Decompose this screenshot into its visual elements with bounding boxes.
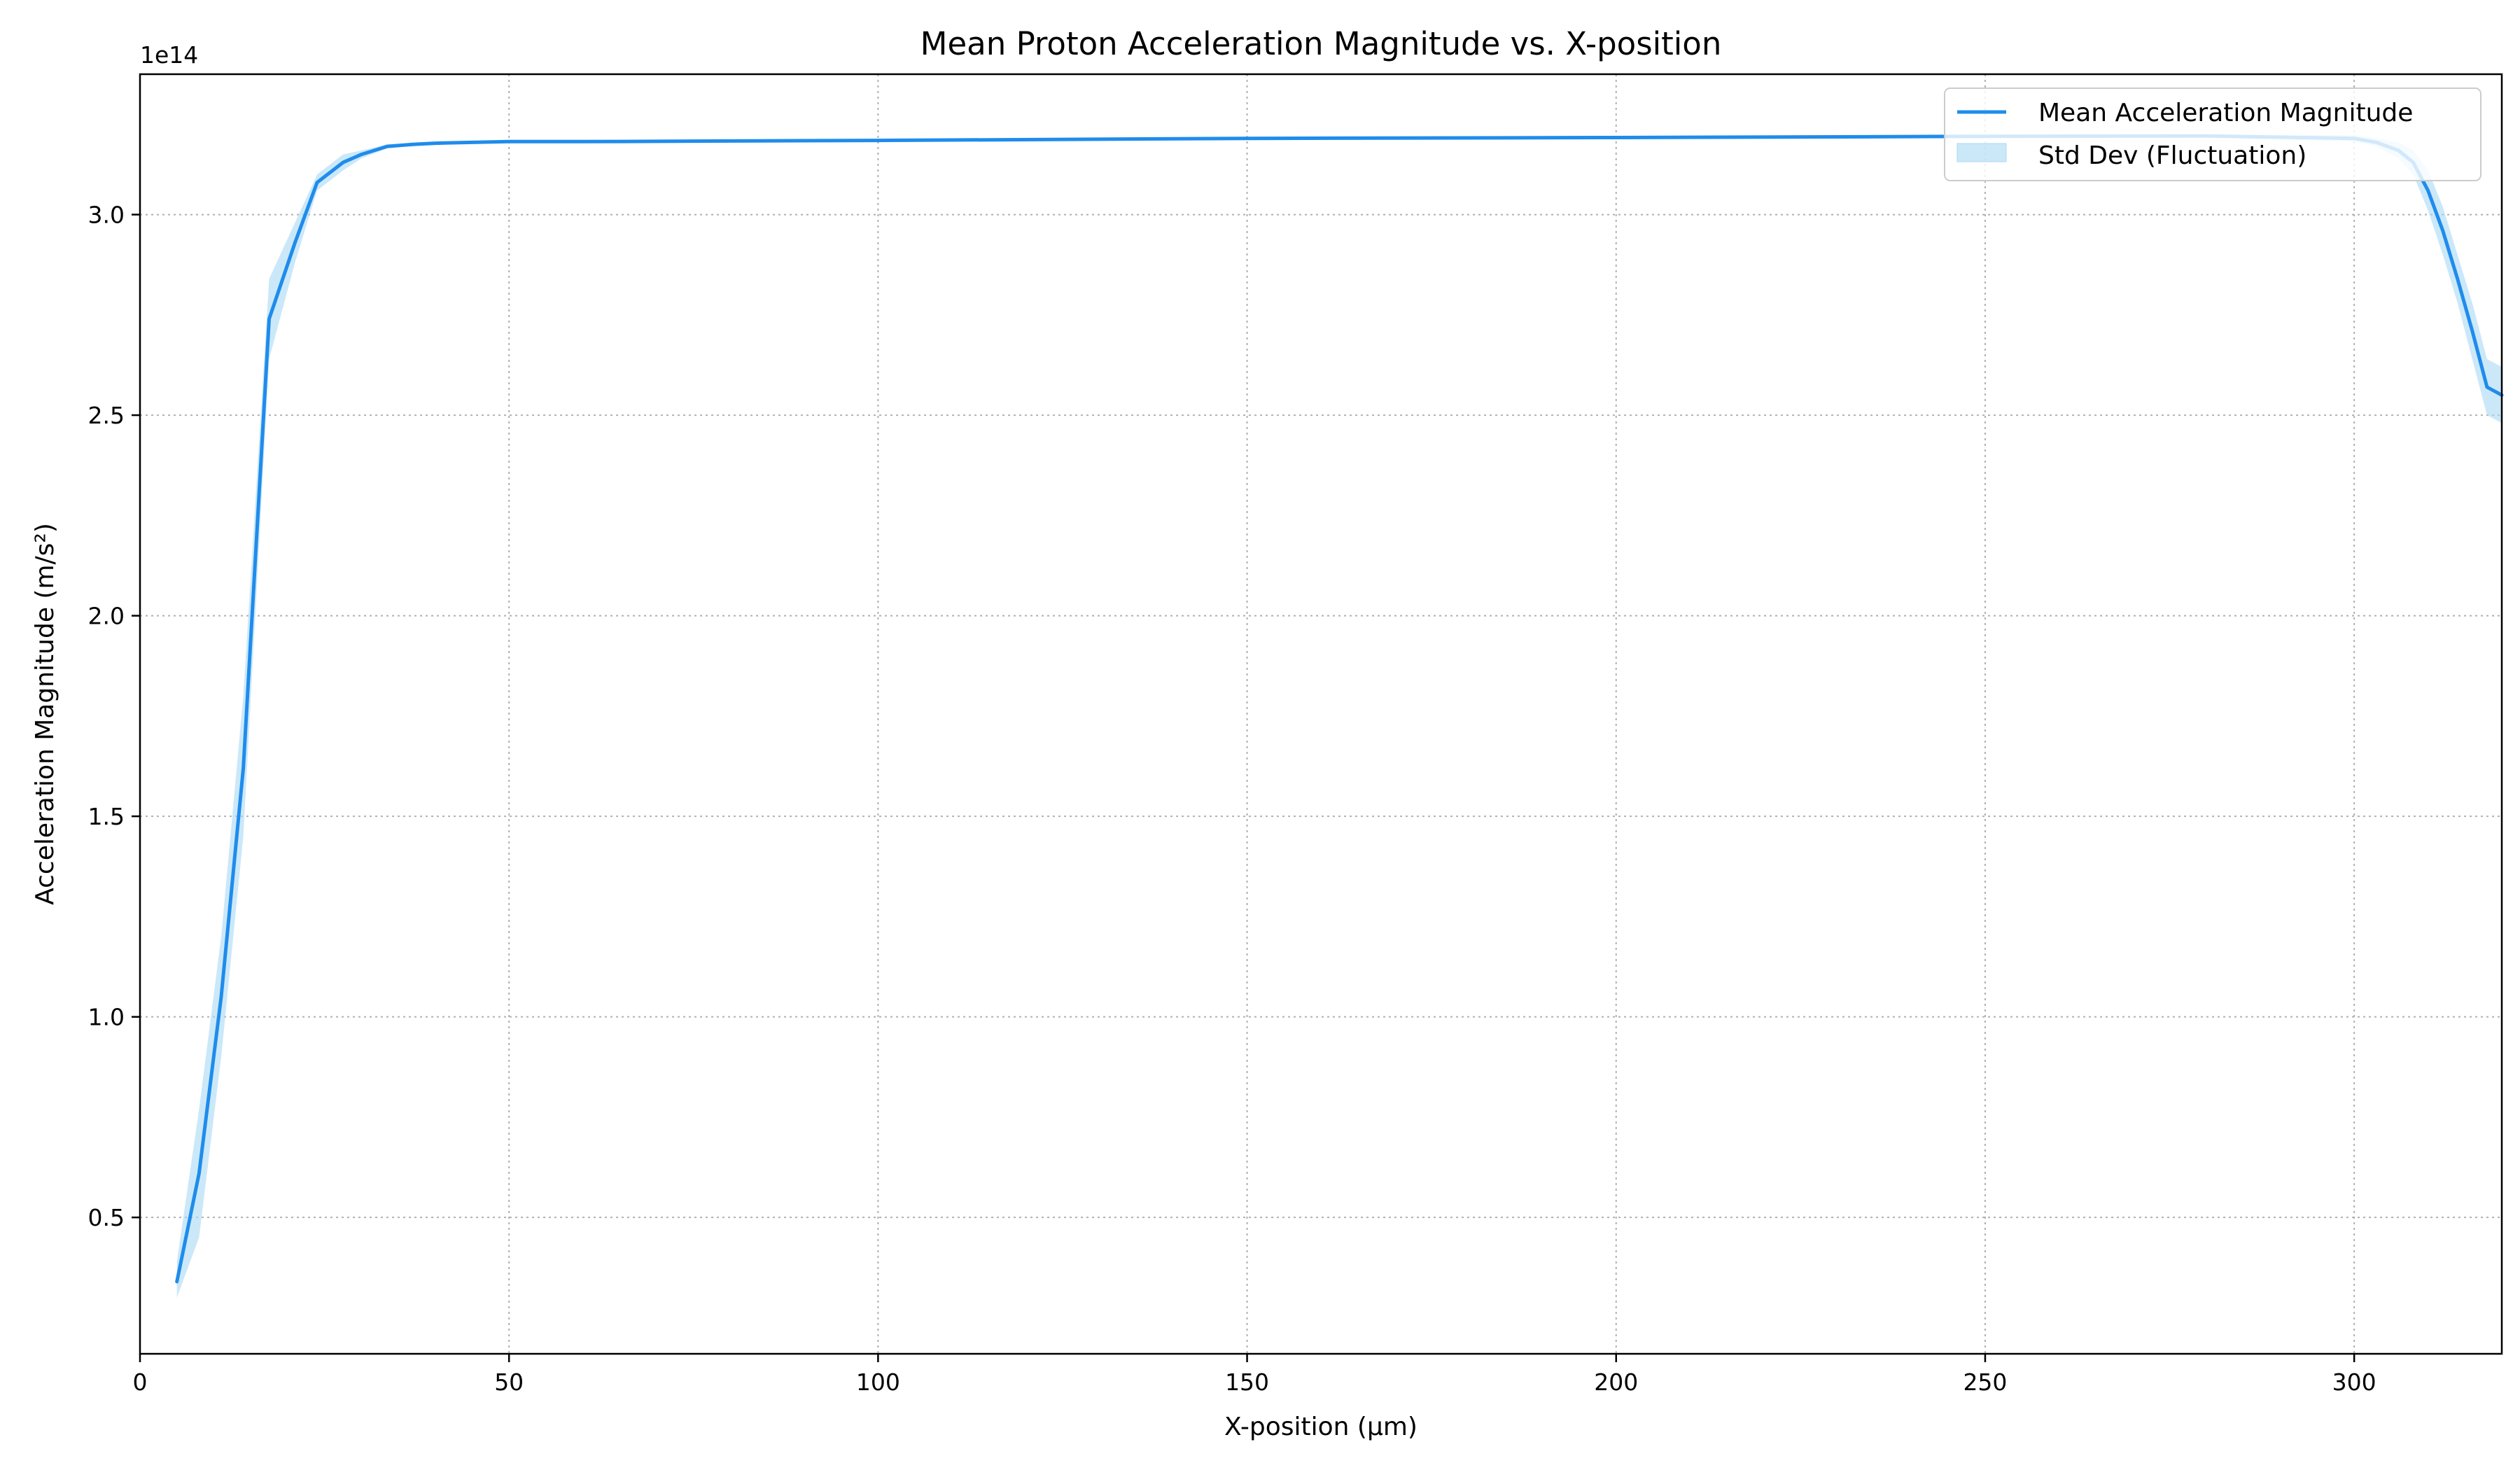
y-tick-label: 0.5 (88, 1204, 125, 1231)
legend-label-mean: Mean Acceleration Magnitude (2038, 99, 2413, 127)
mean-acceleration-line (175, 134, 2504, 1284)
y-axis-ticks: 0.5 1.0 1.5 2.0 2.5 3.0 (88, 202, 140, 1231)
y-tick-label: 2.0 (88, 603, 125, 630)
plot-frame (139, 73, 2503, 1355)
std-dev-band (176, 134, 2502, 1298)
y-axis-title: Acceleration Magnitude (m/s²) (31, 523, 59, 905)
legend-band-swatch (1956, 143, 2007, 162)
x-tick-label: 0 (133, 1368, 148, 1396)
y-tick-label: 2.5 (88, 402, 125, 429)
x-tick-label: 300 (2332, 1368, 2376, 1396)
y-tick-label: 3.0 (88, 202, 125, 229)
y-tick-label: 1.5 (88, 803, 125, 830)
x-tick-label: 200 (1594, 1368, 1638, 1396)
x-axis-ticks: 0 50 100 150 200 250 300 (133, 1354, 2376, 1396)
y-axis-offset-label: 1e14 (140, 41, 198, 69)
legend-box (1944, 88, 2482, 181)
y-tick-label: 1.0 (88, 1004, 125, 1031)
legend: Mean Acceleration Magnitude Std Dev (Flu… (1944, 88, 2482, 181)
x-tick-label: 250 (1963, 1368, 2007, 1396)
x-tick-label: 100 (856, 1368, 900, 1396)
grid (139, 74, 2502, 1354)
chart-title: Mean Proton Acceleration Magnitude vs. X… (920, 25, 1722, 62)
legend-label-std: Std Dev (Fluctuation) (2038, 141, 2306, 170)
x-axis-title: X-position (µm) (1224, 1413, 1418, 1441)
x-tick-label: 150 (1225, 1368, 1269, 1396)
mean-line-layer (175, 134, 2504, 1284)
std-dev-band-layer (176, 134, 2502, 1298)
x-tick-label: 50 (494, 1368, 524, 1396)
